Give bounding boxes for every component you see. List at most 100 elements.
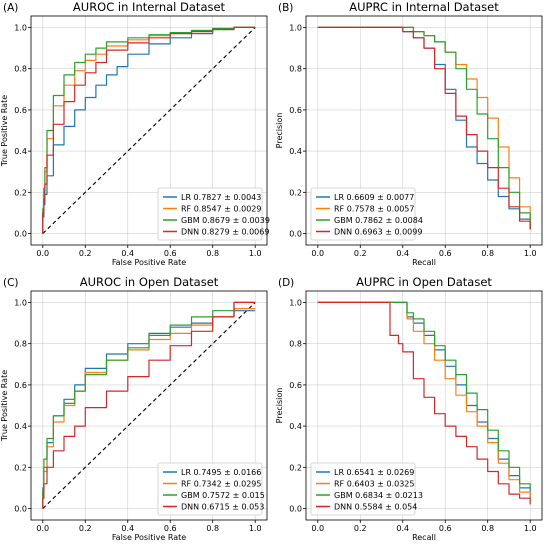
legend-box: [157, 462, 263, 516]
x-tick-label: 0.4: [121, 249, 134, 258]
panel-letter: (D): [278, 277, 294, 289]
legend-entry: LR 0.7495 ± 0.0166: [181, 468, 261, 477]
y-tick-label: 0.8: [14, 65, 27, 74]
x-axis-label: False Positive Rate: [112, 533, 186, 542]
legend-entry: DNN 0.5584 ± 0.054: [334, 503, 417, 512]
plot-area: [42, 301, 256, 509]
chart-title: AUPRC in Open Dataset: [356, 275, 492, 289]
legend: LR 0.6541 ± 0.0269 RF 0.6403 ± 0.0325 GBM …: [310, 462, 423, 516]
y-tick-label: 0.0: [14, 230, 27, 239]
legend: LR 0.7827 ± 0.0043 RF 0.8547 ± 0.0029 GBM …: [157, 187, 270, 241]
legend-entry: LR 0.6609 ± 0.0077: [334, 193, 414, 202]
y-axis-label: Precision: [275, 388, 284, 424]
x-tick-label: 0.2: [354, 524, 367, 533]
y-tick-label: 0.4: [14, 147, 27, 156]
chance-diagonal-line: [42, 27, 256, 234]
x-tick-label: 0.0: [36, 524, 49, 533]
legend-box: [157, 187, 263, 241]
x-tick-label: 0.8: [206, 524, 219, 533]
x-tick-label: 1.0: [249, 524, 262, 533]
y-tick-label: 0.2: [289, 188, 302, 197]
panel-letter: (A): [3, 2, 18, 14]
legend-entry: GBM 0.6834 ± 0.0213: [334, 491, 423, 500]
y-tick-label: 0.2: [14, 463, 27, 472]
y-tick-label: 0.8: [289, 340, 302, 349]
axes-frame: [305, 15, 543, 246]
series-line-dnn: [317, 26, 531, 230]
x-tick-label: 0.8: [206, 249, 219, 258]
chart-title: AUROC in Open Dataset: [80, 275, 219, 289]
series-line-dnn: [42, 26, 256, 234]
y-tick-label: 1.0: [289, 298, 302, 307]
x-tick-label: 0.8: [481, 524, 494, 533]
y-tick-label: 0.8: [14, 340, 27, 349]
legend-box: [310, 462, 416, 516]
chart-title: AUPRC in Internal Dataset: [349, 0, 499, 14]
x-tick-label: 1.0: [524, 524, 537, 533]
x-axis-label: False Positive Rate: [112, 258, 186, 267]
x-tick-label: 0.2: [354, 249, 367, 258]
x-tick-label: 0.2: [79, 524, 92, 533]
legend-box: [310, 187, 416, 241]
y-tick-label: 0.2: [14, 188, 27, 197]
series-line-dnn: [317, 301, 531, 505]
chart-panel-4: (D) AUPRC in Open Dataset 0.0 0.0 0.2 0.2 0.4 0…: [275, 275, 543, 542]
legend-entry: GBM 0.7572 ± 0.015: [181, 491, 265, 500]
y-tick-label: 1.0: [14, 23, 27, 32]
y-axis-label: Precision: [275, 113, 284, 149]
y-axis-label: True Positive Rate: [0, 95, 9, 167]
y-axis-label: True Positive Rate: [0, 370, 9, 442]
y-tick-label: 0.6: [14, 106, 27, 115]
y-tick-label: 1.0: [289, 23, 302, 32]
x-axis-label: Recall: [412, 533, 436, 542]
legend-entry: DNN 0.6963 ± 0.0099: [334, 228, 422, 237]
y-tick-label: 0.8: [289, 65, 302, 74]
chart-panel-1: (A) AUROC in Internal Dataset 0.0 0.0 0.2 0.2…: [0, 0, 270, 267]
y-tick-label: 0.6: [14, 381, 27, 390]
series-line-gbm: [42, 301, 256, 509]
y-tick-label: 0.0: [14, 505, 27, 514]
legend-entry: RF 0.8547 ± 0.0029: [181, 205, 261, 214]
legend-entry: GBM 0.7862 ± 0.0084: [334, 216, 423, 225]
legend: LR 0.6609 ± 0.0077 RF 0.7578 ± 0.0057 GBM …: [310, 187, 423, 241]
y-tick-label: 0.2: [289, 463, 302, 472]
series-line-lr: [42, 26, 256, 234]
y-tick-label: 0.6: [289, 381, 302, 390]
y-tick-label: 0.4: [289, 422, 302, 431]
axes-frame: [30, 290, 268, 521]
x-axis-label: Recall: [412, 258, 436, 267]
chart-panel-2: (B) AUPRC in Internal Dataset 0.0 0.0 0.2 0.2…: [275, 0, 543, 267]
series-line-gbm: [317, 301, 531, 488]
chance-diagonal-line: [42, 302, 256, 509]
x-tick-label: 0.0: [311, 249, 324, 258]
axes-frame: [305, 290, 543, 521]
x-tick-label: 0.4: [121, 524, 134, 533]
panel-letter: (C): [3, 277, 19, 289]
y-tick-label: 1.0: [14, 298, 27, 307]
x-tick-label: 0.6: [164, 524, 177, 533]
y-tick-label: 0.0: [289, 230, 302, 239]
y-tick-label: 0.0: [289, 505, 302, 514]
y-tick-label: 0.6: [289, 106, 302, 115]
x-tick-label: 0.2: [79, 249, 92, 258]
x-tick-label: 1.0: [524, 249, 537, 258]
legend-entry: DNN 0.6715 ± 0.053: [181, 503, 264, 512]
legend-entry: RF 0.6403 ± 0.0325: [334, 480, 414, 489]
plot-area: [317, 301, 531, 505]
axes-frame: [30, 15, 268, 246]
x-tick-label: 0.0: [36, 249, 49, 258]
legend-entry: DNN 0.8279 ± 0.0069: [181, 228, 269, 237]
legend-entry: RF 0.7342 ± 0.0295: [181, 480, 261, 489]
x-tick-label: 1.0: [249, 249, 262, 258]
legend-entry: LR 0.6541 ± 0.0269: [334, 468, 414, 477]
x-tick-label: 0.6: [439, 524, 452, 533]
y-tick-label: 0.4: [289, 147, 302, 156]
y-tick-label: 0.4: [14, 422, 27, 431]
legend-entry: LR 0.7827 ± 0.0043: [181, 193, 261, 202]
legend: LR 0.7495 ± 0.0166 RF 0.7342 ± 0.0295 GBM …: [157, 462, 265, 516]
x-tick-label: 0.0: [311, 524, 324, 533]
legend-entry: GBM 0.8679 ± 0.0039: [181, 216, 270, 225]
series-line-dnn: [42, 301, 256, 509]
plot-area: [42, 26, 256, 234]
